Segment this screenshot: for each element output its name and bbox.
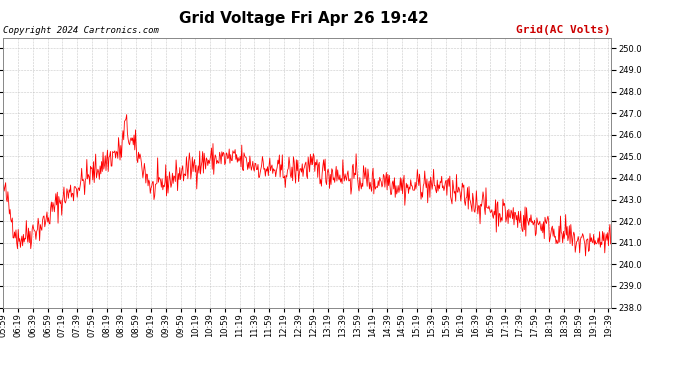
Text: Grid Voltage Fri Apr 26 19:42: Grid Voltage Fri Apr 26 19:42 xyxy=(179,11,428,26)
Text: Copyright 2024 Cartronics.com: Copyright 2024 Cartronics.com xyxy=(3,26,159,35)
Text: Grid(AC Volts): Grid(AC Volts) xyxy=(516,25,611,35)
